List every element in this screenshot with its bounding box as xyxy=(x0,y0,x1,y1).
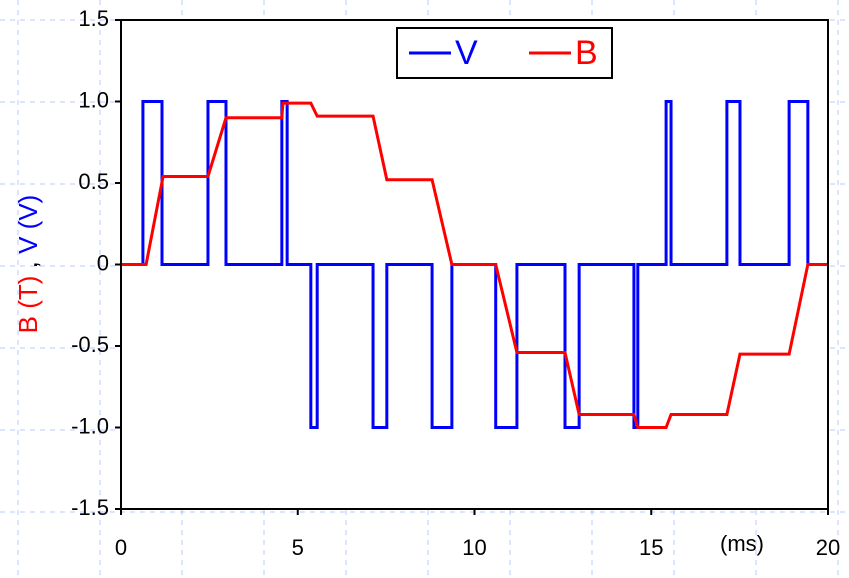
y-axis-label: B (T) , V (V) xyxy=(13,195,43,334)
y-axis-label-part: V (V) xyxy=(13,195,43,254)
x-tick-label: 20 xyxy=(816,535,840,560)
y-tick-label: 1.5 xyxy=(78,6,109,31)
y-tick-label: -0.5 xyxy=(71,332,109,357)
y-tick-label: 0 xyxy=(97,250,109,275)
legend-label: B xyxy=(575,34,598,72)
y-axis-label-part: B (T) xyxy=(13,276,43,334)
series-line xyxy=(121,101,828,429)
y-tick-label: 1.0 xyxy=(78,87,109,112)
y-tick-label: 0.5 xyxy=(78,169,109,194)
x-tick-label: 15 xyxy=(639,535,663,560)
x-tick-label: 5 xyxy=(292,535,304,560)
legend-label: V xyxy=(455,34,478,72)
x-tick-label: 10 xyxy=(462,535,486,560)
annotation: (ms) xyxy=(720,531,764,556)
x-tick-label: 0 xyxy=(115,535,127,560)
y-tick-label: -1.5 xyxy=(71,495,109,520)
y-tick-label: -1.0 xyxy=(71,413,109,438)
y-axis-label-part: , xyxy=(13,261,43,268)
